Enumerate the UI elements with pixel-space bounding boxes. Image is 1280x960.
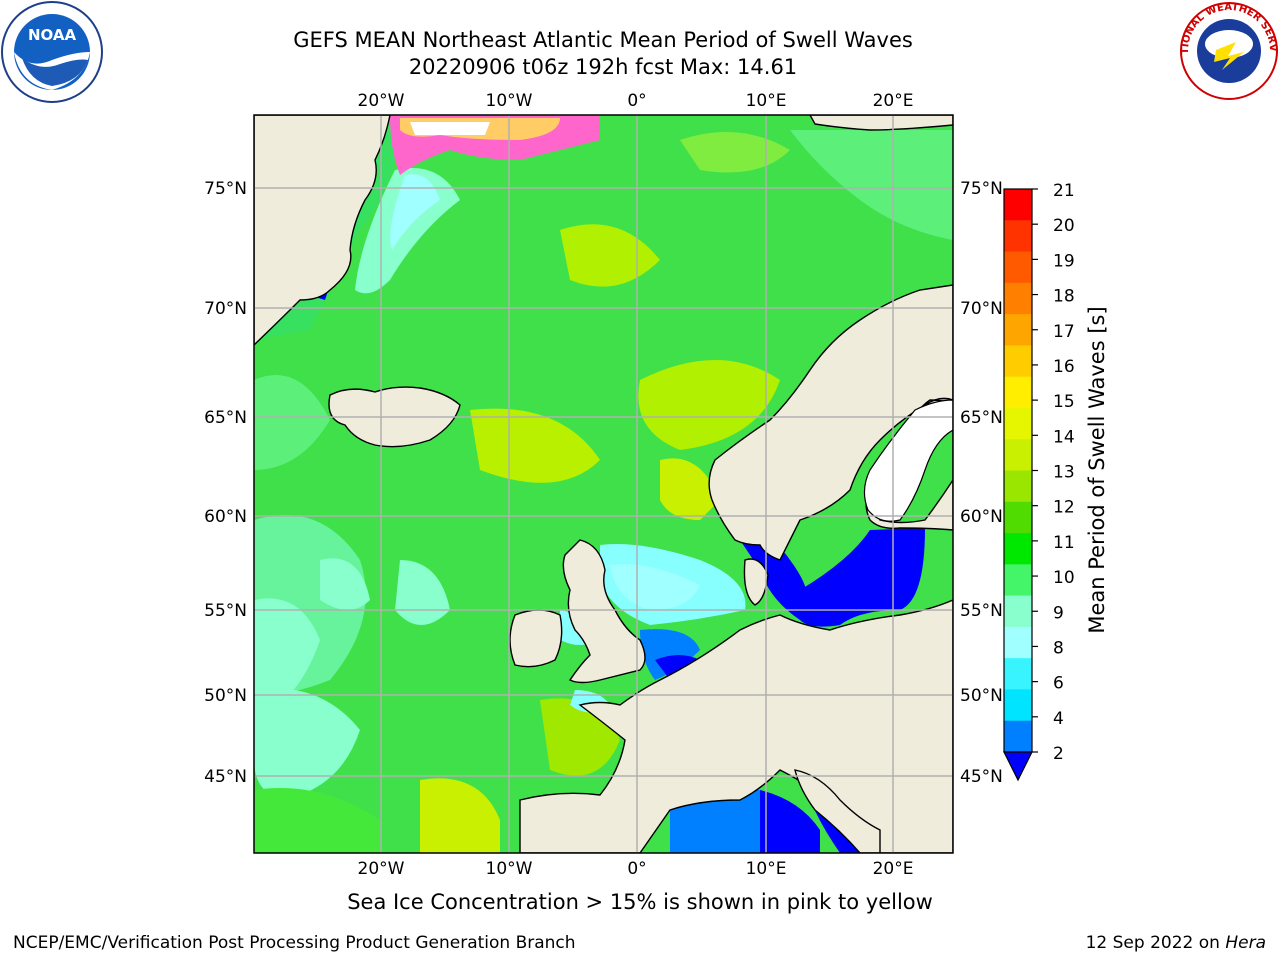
lat-tick-label: 65°N xyxy=(960,408,1003,428)
lon-tick-label: 10°E xyxy=(746,91,787,111)
colorbar-tick-label: 21 xyxy=(1053,181,1075,201)
lat-tick-label: 50°N xyxy=(960,686,1003,706)
colorbar-swatch xyxy=(1004,345,1032,378)
lon-tick-label: 20°E xyxy=(873,91,914,111)
colorbar-swatch xyxy=(1004,626,1032,659)
colorbar-tick-label: 17 xyxy=(1053,322,1075,342)
colorbar-swatch xyxy=(1004,595,1032,628)
svalbard xyxy=(809,115,953,131)
colorbar-tick-label: 19 xyxy=(1053,251,1075,271)
gulf-of-bothnia xyxy=(863,399,953,522)
denmark xyxy=(743,558,769,606)
lat-tick-label: 50°N xyxy=(204,686,247,706)
colorbar-tick-label: 13 xyxy=(1053,463,1075,483)
greenland xyxy=(254,115,391,346)
lat-tick-label: 45°N xyxy=(960,767,1003,787)
colorbar-swatch xyxy=(1004,189,1032,221)
colorbar-tick-label: 11 xyxy=(1053,533,1075,553)
lon-tick-label: 20°W xyxy=(358,859,405,879)
noaa-logo-text: NOAA xyxy=(28,26,77,44)
noaa-logo-icon: NOAA xyxy=(1,1,103,103)
sea-ice-note: Sea Ice Concentration > 15% is shown in … xyxy=(347,890,933,914)
colorbar-swatch xyxy=(1004,533,1032,565)
colorbar-swatch xyxy=(1004,689,1032,722)
land-masses xyxy=(254,115,953,853)
colorbar-swatch xyxy=(1004,376,1032,409)
colorbar-extend-triangle xyxy=(1003,751,1033,782)
colorbar: 21 20 19 18 17 16 15 14 13 12 11 10 9 8 6 4 2 xyxy=(1003,181,1075,782)
lon-tick-label: 0° xyxy=(627,91,646,111)
italy xyxy=(794,769,881,853)
lat-tick-label: 75°N xyxy=(204,179,247,199)
lat-tick-label: 55°N xyxy=(960,601,1003,621)
lon-tick-label: 10°E xyxy=(746,859,787,879)
colorbar-tick-label: 6 xyxy=(1053,674,1064,694)
colorbar-tick-label: 18 xyxy=(1053,287,1075,307)
lon-tick-label: 20°E xyxy=(873,859,914,879)
lon-labels-top: 20°W 10°W 0° 10°E 20°E xyxy=(358,91,914,111)
colorbar-swatch xyxy=(1004,658,1032,690)
sea-ice-field xyxy=(312,115,600,300)
map-plot-area xyxy=(254,115,953,853)
chart-subtitle: 20220906 t06z 192h fcst Max: 14.61 xyxy=(408,55,798,79)
lat-tick-label: 45°N xyxy=(204,767,247,787)
lat-labels-left: 75°N 70°N 65°N 60°N 55°N 50°N 45°N xyxy=(204,179,247,787)
colorbar-swatch xyxy=(1004,720,1032,753)
ireland xyxy=(509,609,563,668)
great-britain xyxy=(562,539,646,684)
lat-tick-label: 65°N xyxy=(204,408,247,428)
colorbar-swatch xyxy=(1004,251,1032,284)
lon-tick-label: 0° xyxy=(627,859,646,879)
colorbar-tick-label: 10 xyxy=(1053,568,1075,588)
footer-host: Hera xyxy=(1225,933,1266,953)
nws-logo-icon: NATIONAL WEATHER SERVICE xyxy=(1178,0,1278,100)
colorbar-swatch xyxy=(1004,220,1032,253)
colorbar-tick-label: 16 xyxy=(1053,357,1075,377)
lat-labels-right: 75°N 70°N 65°N 60°N 55°N 50°N 45°N xyxy=(960,179,1003,787)
colorbar-tick-label: 2 xyxy=(1053,744,1064,764)
lon-tick-label: 10°W xyxy=(486,91,533,111)
colorbar-tick-label: 8 xyxy=(1053,638,1064,658)
footer-date-text: 12 Sep 2022 on xyxy=(1085,933,1226,953)
footer-date: 12 Sep 2022 on Hera xyxy=(1086,933,1266,953)
lat-tick-label: 75°N xyxy=(960,179,1003,199)
footer-credit: NCEP/EMC/Verification Post Processing Pr… xyxy=(13,933,576,953)
colorbar-swatch xyxy=(1004,282,1032,315)
map-frame xyxy=(253,114,954,854)
colorbar-label: Mean Period of Swell Waves [s] xyxy=(1085,306,1109,634)
lat-tick-label: 70°N xyxy=(960,299,1003,319)
lon-labels-bottom: 20°W 10°W 0° 10°E 20°E xyxy=(358,859,914,879)
lat-tick-label: 55°N xyxy=(204,601,247,621)
colorbar-swatch xyxy=(1004,407,1032,440)
colorbar-tick-label: 15 xyxy=(1053,392,1075,412)
colorbar-tick-label: 4 xyxy=(1053,709,1064,729)
colorbar-swatch xyxy=(1004,314,1032,346)
colorbar-tick-label: 20 xyxy=(1053,216,1075,236)
colorbar-swatch xyxy=(1004,439,1032,471)
lon-tick-label: 10°W xyxy=(486,859,533,879)
lon-tick-label: 20°W xyxy=(358,91,405,111)
lat-tick-label: 60°N xyxy=(204,507,247,527)
colorbar-tick-label: 9 xyxy=(1053,603,1064,623)
colorbar-swatch xyxy=(1004,470,1032,503)
colorbar-swatch xyxy=(1004,501,1032,534)
colorbar-tick-label: 12 xyxy=(1053,498,1075,518)
lat-tick-label: 60°N xyxy=(960,507,1003,527)
colorbar-tick-label: 14 xyxy=(1053,427,1075,447)
lat-tick-label: 70°N xyxy=(204,299,247,319)
colorbar-swatch xyxy=(1004,564,1032,597)
chart-title: GEFS MEAN Northeast Atlantic Mean Period… xyxy=(293,28,913,52)
graticule xyxy=(254,115,953,853)
